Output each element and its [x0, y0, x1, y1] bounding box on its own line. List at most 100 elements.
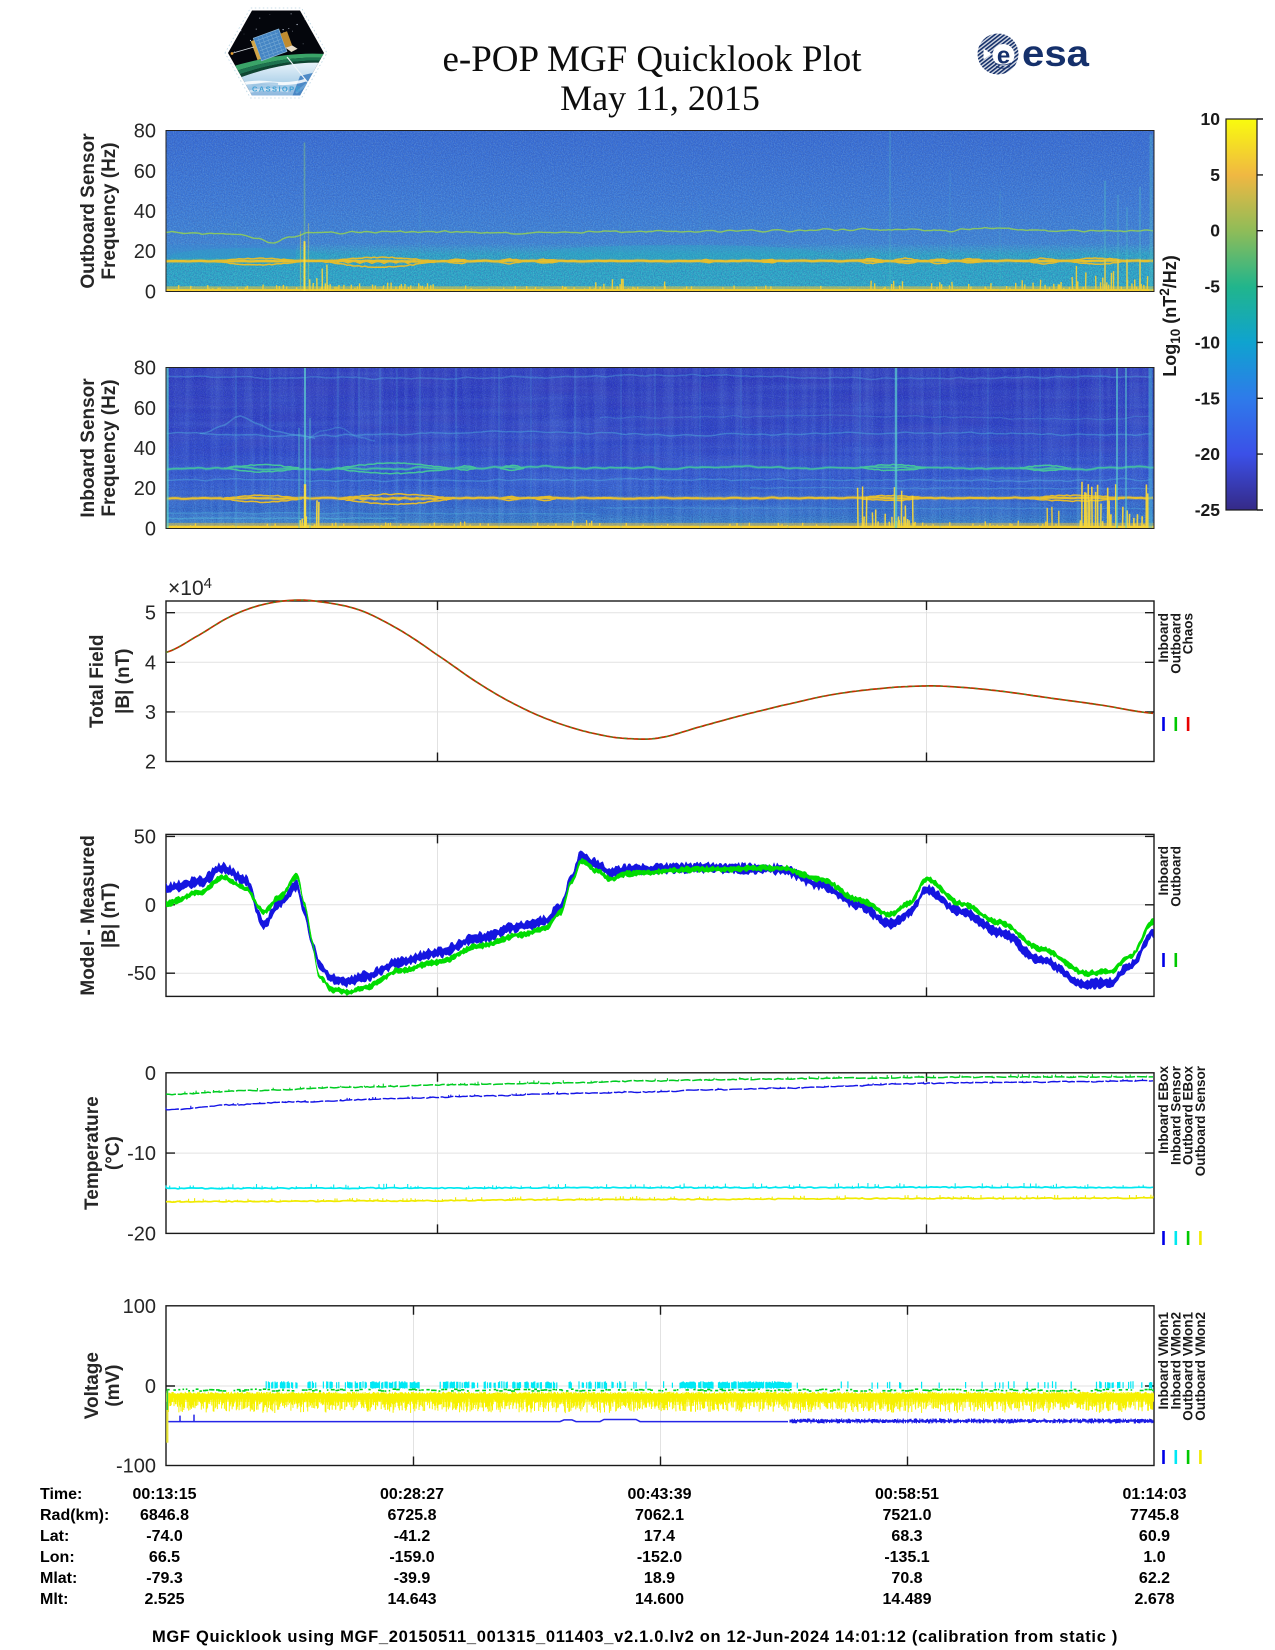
svg-text:-50: -50 — [127, 963, 156, 985]
svg-text:May 11, 2015: May 11, 2015 — [560, 78, 760, 118]
svg-text:Inboard Sensor: Inboard Sensor — [78, 378, 99, 518]
svg-text:Chaos: Chaos — [1181, 613, 1196, 654]
svg-text:10: 10 — [1201, 109, 1221, 129]
svg-text:(mV): (mV) — [103, 1365, 124, 1407]
svg-text:0: 0 — [145, 519, 156, 541]
svg-text:01:14:03: 01:14:03 — [1122, 1486, 1186, 1503]
svg-text:-100: -100 — [116, 1456, 156, 1478]
svg-text:Time:: Time: — [40, 1486, 82, 1503]
svg-text:68.3: 68.3 — [891, 1528, 922, 1545]
svg-text:Inboard: Inboard — [1156, 613, 1171, 663]
svg-text:Mlat:: Mlat: — [40, 1570, 77, 1587]
svg-text:66.5: 66.5 — [149, 1549, 180, 1566]
svg-text:60: 60 — [134, 161, 156, 183]
svg-text:Frequency (Hz): Frequency (Hz) — [99, 379, 120, 516]
svg-text:e: e — [997, 43, 1010, 70]
svg-text:0: 0 — [145, 282, 156, 304]
svg-text:Mlt:: Mlt: — [40, 1591, 68, 1608]
svg-text:2.678: 2.678 — [1134, 1591, 1174, 1608]
svg-text:0: 0 — [145, 1063, 156, 1085]
svg-text:Outboard Sensor: Outboard Sensor — [1193, 1065, 1208, 1176]
svg-text:Frequency (Hz): Frequency (Hz) — [99, 142, 120, 279]
svg-text:7062.1: 7062.1 — [635, 1507, 684, 1524]
svg-text:-5: -5 — [1204, 277, 1220, 297]
svg-text:62.2: 62.2 — [1139, 1570, 1170, 1587]
svg-text:Temperature: Temperature — [82, 1096, 103, 1210]
svg-text:-20: -20 — [127, 1223, 156, 1245]
svg-text:Voltage: Voltage — [82, 1352, 103, 1419]
svg-text:7745.8: 7745.8 — [1130, 1507, 1179, 1524]
svg-text:Inboard VMon2: Inboard VMon2 — [1168, 1312, 1183, 1410]
svg-text:00:28:27: 00:28:27 — [380, 1486, 444, 1503]
svg-text:Total Field: Total Field — [87, 634, 108, 728]
svg-text:-74.0: -74.0 — [146, 1528, 183, 1545]
svg-text:Inboard: Inboard — [1156, 846, 1171, 896]
svg-text:Outboard Sensor: Outboard Sensor — [78, 133, 99, 289]
svg-text:1.0: 1.0 — [1143, 1549, 1165, 1566]
svg-text:MGF Quicklook using MGF_201505: MGF Quicklook using MGF_20150511_001315_… — [152, 1628, 1118, 1646]
svg-text:-135.1: -135.1 — [884, 1549, 929, 1566]
svg-text:Lat:: Lat: — [40, 1528, 69, 1545]
svg-text:-79.3: -79.3 — [146, 1570, 183, 1587]
svg-text:2: 2 — [145, 752, 156, 774]
svg-text:14.489: 14.489 — [883, 1591, 932, 1608]
svg-text:60.9: 60.9 — [1139, 1528, 1170, 1545]
svg-text:5: 5 — [145, 603, 156, 625]
svg-text:×104: ×104 — [168, 575, 212, 600]
svg-text:-39.9: -39.9 — [394, 1570, 431, 1587]
svg-text:0: 0 — [145, 895, 156, 917]
svg-text:Model - Measured: Model - Measured — [78, 835, 99, 995]
svg-text:(°C): (°C) — [103, 1136, 124, 1170]
svg-text:00:13:15: 00:13:15 — [132, 1486, 196, 1503]
svg-text:Inboard VMon1: Inboard VMon1 — [1156, 1312, 1171, 1410]
svg-text:40: 40 — [134, 201, 156, 223]
svg-text:14.600: 14.600 — [635, 1591, 684, 1608]
svg-text:7521.0: 7521.0 — [883, 1507, 932, 1524]
svg-text:Rad(km):: Rad(km): — [40, 1507, 109, 1524]
svg-text:-10: -10 — [1195, 332, 1221, 352]
svg-text:4: 4 — [145, 652, 156, 674]
svg-text:2.525: 2.525 — [144, 1591, 184, 1608]
svg-text:e-POP MGF Quicklook Plot: e-POP MGF Quicklook Plot — [442, 39, 862, 80]
svg-text:14.643: 14.643 — [388, 1591, 437, 1608]
svg-text:-159.0: -159.0 — [389, 1549, 434, 1566]
svg-text:80: 80 — [134, 121, 156, 143]
svg-text:6725.8: 6725.8 — [388, 1507, 437, 1524]
svg-text:00:58:51: 00:58:51 — [875, 1486, 939, 1503]
svg-text:60: 60 — [134, 398, 156, 420]
svg-text:40: 40 — [134, 438, 156, 460]
svg-text:|B| (nT): |B| (nT) — [113, 649, 134, 715]
svg-text:-152.0: -152.0 — [637, 1549, 682, 1566]
svg-text:Outboard VMon2: Outboard VMon2 — [1193, 1312, 1208, 1421]
svg-text:20: 20 — [134, 241, 156, 263]
svg-text:18.9: 18.9 — [644, 1570, 675, 1587]
svg-text:CASSIOPE: CASSIOPE — [252, 85, 302, 94]
svg-text:Lon:: Lon: — [40, 1549, 75, 1566]
svg-text:0: 0 — [145, 1376, 156, 1398]
svg-text:esa: esa — [1022, 33, 1089, 74]
svg-text:Inboard Sensor: Inboard Sensor — [1168, 1065, 1183, 1165]
svg-text:5: 5 — [1210, 165, 1220, 185]
svg-text:|B| (nT): |B| (nT) — [99, 883, 120, 949]
svg-text:70.8: 70.8 — [891, 1570, 922, 1587]
svg-text:80: 80 — [134, 358, 156, 380]
svg-text:6846.8: 6846.8 — [140, 1507, 189, 1524]
svg-text:Outboard: Outboard — [1168, 846, 1183, 907]
svg-text:50: 50 — [134, 826, 156, 848]
svg-text:Outboard EBox: Outboard EBox — [1181, 1066, 1196, 1165]
svg-text:17.4: 17.4 — [644, 1528, 675, 1545]
svg-text:00:43:39: 00:43:39 — [627, 1486, 691, 1503]
svg-text:-15: -15 — [1195, 388, 1221, 408]
svg-text:-25: -25 — [1195, 500, 1221, 520]
svg-text:-20: -20 — [1195, 444, 1221, 464]
svg-text:-41.2: -41.2 — [394, 1528, 431, 1545]
svg-text:-10: -10 — [127, 1143, 156, 1165]
svg-text:Log10 (nT2/Hz): Log10 (nT2/Hz) — [1157, 255, 1183, 377]
svg-text:Inboard EBox: Inboard EBox — [1156, 1066, 1171, 1154]
svg-text:20: 20 — [134, 478, 156, 500]
svg-text:100: 100 — [123, 1296, 156, 1318]
svg-text:Outboard VMon1: Outboard VMon1 — [1181, 1312, 1196, 1421]
svg-text:3: 3 — [145, 702, 156, 724]
svg-text:Outboard: Outboard — [1168, 613, 1183, 674]
svg-text:0: 0 — [1210, 221, 1220, 241]
